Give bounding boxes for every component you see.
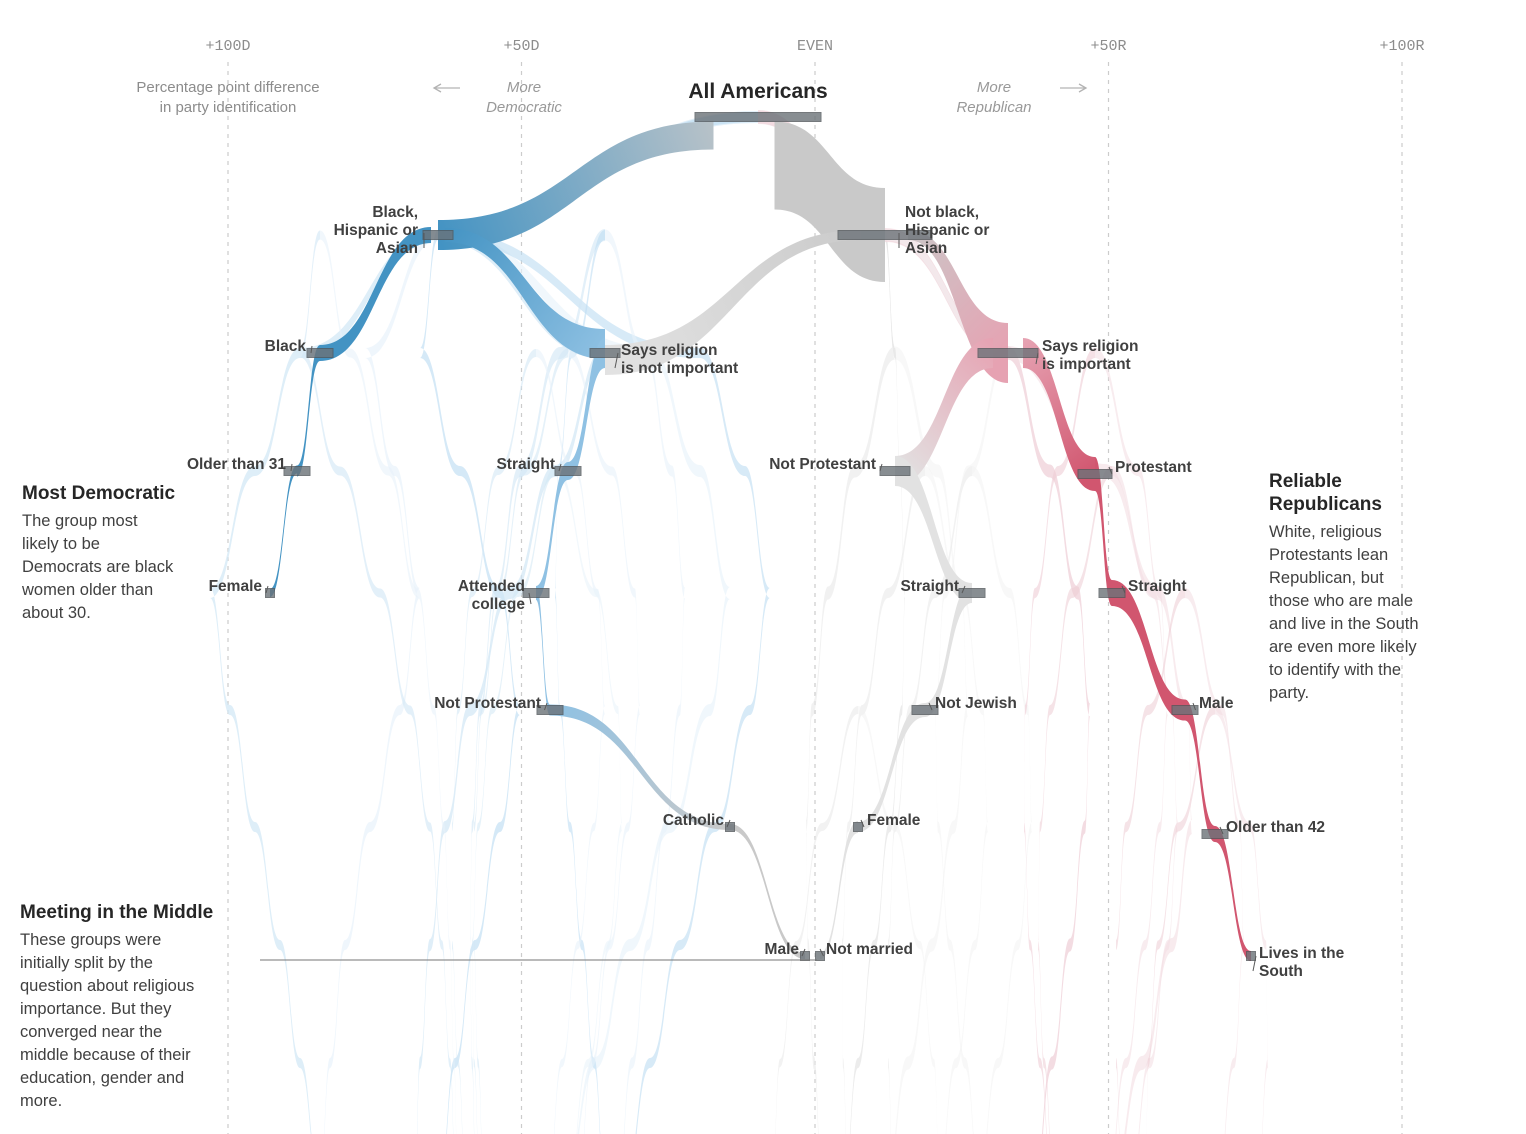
svg-text:Not married: Not married (826, 941, 913, 958)
svg-text:+50R: +50R (1090, 38, 1126, 55)
svg-text:EVEN: EVEN (797, 38, 833, 55)
svg-text:Straight: Straight (1128, 578, 1187, 595)
svg-text:All Americans: All Americans (688, 80, 827, 103)
svg-text:Not Protestant: Not Protestant (769, 456, 876, 473)
svg-text:Not Protestant: Not Protestant (434, 695, 541, 712)
svg-text:Older than 42: Older than 42 (1226, 819, 1325, 836)
svg-text:Female: Female (209, 578, 263, 595)
svg-text:Black: Black (265, 338, 307, 355)
svg-text:Most Democratic: Most Democratic (22, 483, 176, 504)
svg-text:+100R: +100R (1379, 38, 1424, 55)
svg-text:Straight: Straight (900, 578, 959, 595)
svg-text:Not Jewish: Not Jewish (935, 695, 1017, 712)
svg-text:Male: Male (1199, 695, 1234, 712)
svg-text:Protestant: Protestant (1115, 459, 1192, 476)
svg-text:Meeting in the Middle: Meeting in the Middle (20, 902, 213, 923)
svg-text:Older than 31: Older than 31 (187, 456, 286, 473)
svg-text:Male: Male (765, 941, 800, 958)
svg-text:+50D: +50D (503, 38, 539, 55)
svg-text:Catholic: Catholic (663, 812, 725, 829)
svg-text:+100D: +100D (205, 38, 250, 55)
svg-text:Straight: Straight (496, 456, 555, 473)
svg-text:Female: Female (867, 812, 921, 829)
